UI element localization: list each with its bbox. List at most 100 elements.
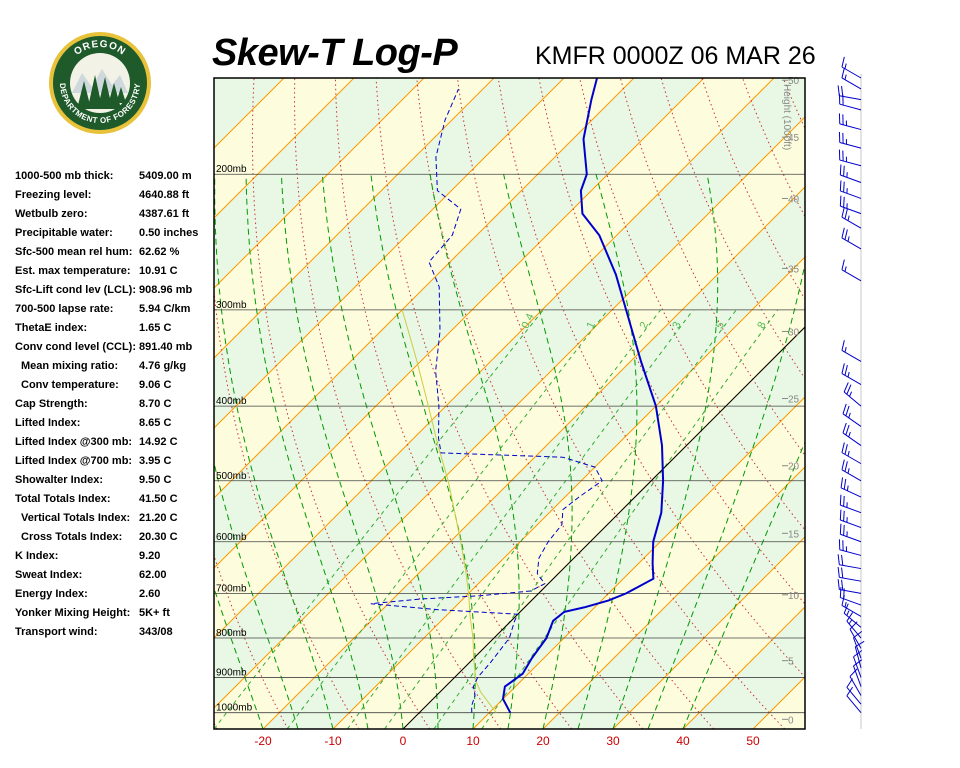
stat-row: Freezing level: 4640.88 ft: [15, 187, 215, 206]
barb-feather: [841, 85, 844, 97]
dry-adiabat-line: [865, 78, 960, 729]
wind-barb: [841, 340, 862, 362]
barb-feather: [841, 459, 845, 470]
stat-row: Lifted Index @700 mb: 3.95 C: [15, 453, 215, 472]
stat-value: 343/08: [139, 626, 173, 638]
height-tick-label: 40: [788, 194, 800, 205]
wind-barb: [838, 539, 862, 556]
mixing-ratio-line: [346, 309, 661, 729]
moist-adiabat-line: [214, 586, 264, 729]
barb-feather: [839, 494, 842, 506]
isotherm-line: [214, 78, 565, 429]
wind-barb: [849, 668, 862, 696]
mixing-ratio-label: 8: [755, 320, 768, 331]
isobar-label: 600mb: [216, 532, 247, 543]
barb-half-feather: [847, 371, 850, 378]
barb-feather: [846, 384, 852, 395]
dry-adiabat-line: [905, 78, 960, 729]
wind-barb: [837, 566, 862, 582]
wind-barb: [842, 403, 862, 427]
stat-value: 4640.88 ft: [139, 189, 190, 201]
barb-staff: [843, 391, 862, 407]
barb-feather: [853, 659, 863, 667]
stat-label: K Index:: [15, 550, 59, 562]
stat-row: Sfc-500 mean rel hum: 62.62 %: [15, 244, 215, 263]
stat-row: Est. max temperature: 10.91 C: [15, 263, 215, 282]
stat-row: Cap Strength: 8.70 C: [15, 396, 215, 415]
dry-adiabat-line: [946, 78, 960, 729]
x-tick-label: 10: [466, 734, 480, 748]
wind-barb: [837, 554, 862, 570]
moist-adiabat-line: [245, 174, 369, 729]
barb-feather: [843, 495, 845, 507]
stat-row: Lifted Index @300 mb: 14.92 C: [15, 434, 215, 453]
dry-adiabat-line: [782, 78, 805, 130]
barb-feather: [843, 525, 845, 536]
stat-label: Yonker Mixing Height:: [15, 607, 131, 619]
barb-feather: [841, 579, 844, 591]
mixing-ratio-label: 5: [714, 320, 727, 331]
stat-row: Wetbulb zero: 4387.61 ft: [15, 206, 215, 225]
barb-staff: [840, 504, 862, 514]
barb-half-feather: [844, 347, 847, 353]
barb-staff: [840, 519, 862, 529]
stat-row: Energy Index: 2.60: [15, 586, 215, 605]
stat-value: 41.50 C: [139, 493, 178, 505]
barb-staff: [846, 695, 862, 713]
barb-staff: [841, 237, 862, 250]
wind-barb: [837, 579, 862, 594]
wind-barb: [841, 442, 862, 465]
barb-staff: [839, 141, 862, 149]
chart-title: Skew-T Log-P: [212, 32, 458, 74]
stat-row: Total Totals Index: 41.50 C: [15, 491, 215, 510]
temperature-trace: [501, 78, 665, 714]
stat-value: 9.06 C: [139, 379, 172, 391]
barb-feather: [839, 164, 842, 176]
stat-label: Cap Strength:: [15, 398, 88, 410]
mixing-ratio-label: 1: [584, 320, 597, 331]
height-axis: Height (1000ft) 0 5 10 15 20 25 30 35 40 45 50: [781, 76, 800, 726]
stat-row: K Index: 9.20: [15, 548, 215, 567]
barb-half-feather: [844, 601, 847, 608]
barb-half-feather: [847, 468, 850, 474]
stat-row: 700-500 lapse rate: 5.94 C/km: [15, 301, 215, 320]
height-tick-label: 45: [788, 133, 800, 144]
isotherm-line: [214, 78, 425, 289]
barb-feather: [837, 566, 840, 578]
barb-half-feather: [846, 485, 849, 491]
stat-value: 62.62 %: [139, 246, 180, 258]
x-tick-label: 20: [536, 734, 550, 748]
x-tick-label: 30: [606, 734, 620, 748]
dry-adiabat-line: [824, 78, 960, 729]
stat-label: ThetaE index:: [15, 322, 88, 334]
barb-feather: [842, 422, 847, 434]
barb-staff: [839, 103, 862, 111]
moist-adiabat-line: [370, 174, 476, 729]
barb-half-feather: [848, 619, 853, 625]
barb-feather: [844, 229, 848, 240]
height-tick-label: 15: [788, 529, 800, 540]
wind-barb: [839, 523, 862, 543]
barb-staff: [841, 452, 862, 465]
wind-barb: [841, 459, 862, 482]
barb-feather: [841, 56, 845, 68]
barb-staff: [841, 216, 862, 229]
wind-barb: [838, 132, 862, 149]
stat-label: Showalter Index:: [15, 474, 104, 486]
wind-barb: [839, 494, 862, 514]
isotherm-line: [214, 78, 215, 79]
barb-feather: [841, 206, 845, 218]
stat-row: Showalter Index: 9.50 C: [15, 472, 215, 491]
stat-value: 10.91 C: [139, 265, 178, 277]
wind-barb: [838, 113, 862, 131]
barb-staff: [849, 676, 862, 696]
barb-feather: [839, 523, 842, 535]
stat-row: Lifted Index: 8.65 C: [15, 415, 215, 434]
height-tick-label: 0: [788, 715, 794, 726]
barb-feather: [843, 196, 845, 208]
barb-feather: [843, 181, 845, 193]
stat-label: Conv temperature:: [21, 379, 119, 391]
barb-feather: [843, 478, 847, 490]
isobar-label: 900mb: [216, 667, 247, 678]
stat-value: 20.30 C: [139, 531, 178, 543]
